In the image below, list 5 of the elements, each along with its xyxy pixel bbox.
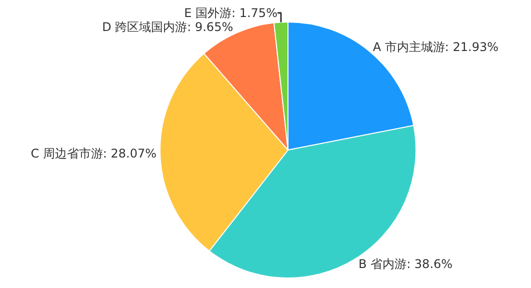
slice-label: D 跨区域国内游: 9.65%: [102, 20, 234, 34]
slice-label: C 周边省市游: 28.07%: [30, 146, 157, 161]
slice-label: A 市内主城游: 21.93%: [372, 40, 499, 54]
slice-label: B 省内游: 38.6%: [358, 257, 453, 272]
slice-label: E 国外游: 1.75%: [184, 6, 278, 20]
